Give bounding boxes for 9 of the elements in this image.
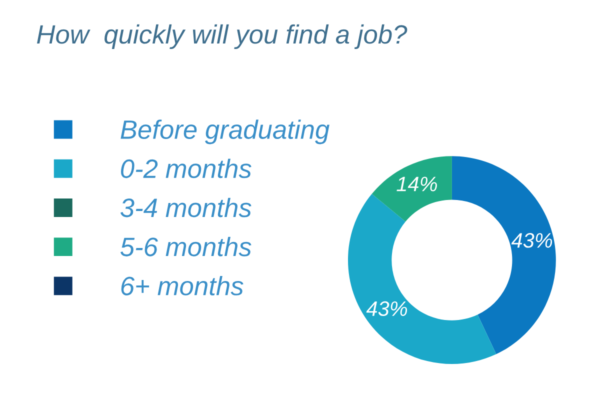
data-label: 43%	[511, 233, 552, 248]
chart-title: How quickly will you find a job?	[36, 24, 408, 50]
legend-label: 6+ months	[121, 276, 244, 296]
data-label: 14%	[396, 176, 437, 192]
legend-label: Before graduating	[120, 120, 330, 144]
legend-label: 3-4 months	[120, 198, 252, 218]
legend-label: 0-2 months	[121, 158, 252, 178]
legend-label: 5-6 months	[120, 236, 252, 256]
data-label: 43%	[366, 301, 408, 316]
